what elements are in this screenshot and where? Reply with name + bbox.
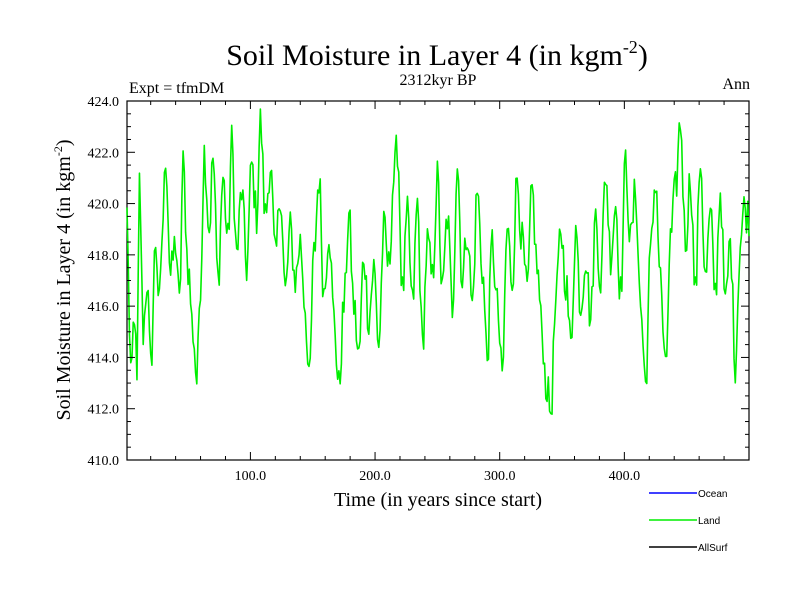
y-tick-label: 410.0 [88,454,120,469]
legend-label-allsurf: AllSurf [698,543,728,554]
y-tick-label: 416.0 [88,300,120,315]
chart-title: Soil Moisture in Layer 4 (in kgm-2) [226,37,648,72]
legend-label-ocean: Ocean [698,489,727,500]
season-label: Ann [722,76,750,93]
y-tick-label: 422.0 [88,146,120,161]
legend-label-land: Land [698,516,720,527]
y-tick-label: 418.0 [88,249,120,264]
experiment-label: Expt = tfmDM [129,80,224,97]
x-tick-label: 400.0 [609,469,641,484]
x-axis-label: Time (in years since start) [334,489,542,511]
x-tick-label: 300.0 [484,469,516,484]
x-tick-label: 200.0 [359,469,391,484]
y-axis-label-main: Soil Moisture in Layer 4 (in kgm [53,156,75,421]
y-tick-label: 414.0 [88,351,120,366]
chart-title-close: ) [638,39,648,72]
chart-title-sup: -2 [623,37,638,57]
axis-tick-labels: 410.0 412.0 414.0 416.0 418.0 420.0 422.0 424.0… [88,95,641,484]
axis-ticks [127,100,749,461]
series-line-land [126,108,750,415]
x-tick-label: 100.0 [235,469,267,484]
y-axis-label: Soil Moisture in Layer 4 (in kgm-2) [51,139,75,420]
y-tick-label: 412.0 [88,403,120,418]
legend: Ocean Land AllSurf [649,489,728,554]
y-tick-label: 420.0 [88,198,120,213]
chart-subtitle: 2312kyr BP [400,72,477,89]
y-axis-label-close: ) [53,139,75,146]
plot-frame [126,100,750,461]
y-axis-label-sup: -2 [51,146,65,156]
y-tick-label: 424.0 [88,95,120,110]
series-layer [126,108,750,415]
plot-area [126,100,750,461]
chart-title-main: Soil Moisture in Layer 4 (in kgm [226,39,623,72]
